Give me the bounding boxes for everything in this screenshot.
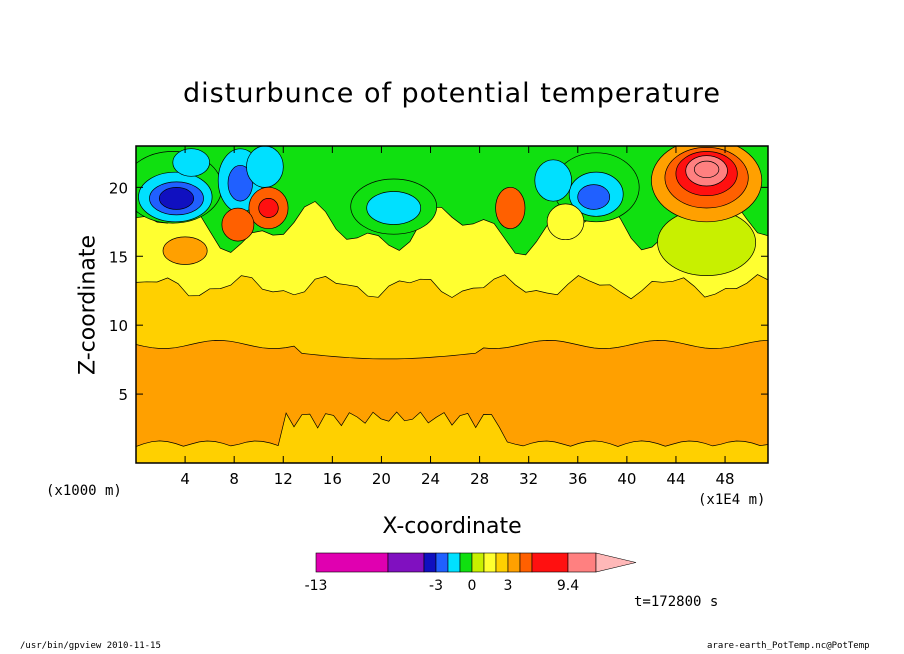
x-tick-label-8: 36 (568, 470, 587, 488)
plot-frame (135, 145, 769, 464)
x-tick-label-4: 20 (372, 470, 391, 488)
contour-blob-9 (258, 198, 279, 218)
colorbar-segment-4 (447, 552, 461, 573)
contour-blob-7 (246, 146, 284, 188)
colorbar-segment-11 (531, 552, 569, 573)
colorbar-segment-12 (567, 552, 597, 573)
contour-blob-17 (577, 184, 611, 210)
warm-band (136, 339, 768, 447)
contour-blob-6 (227, 164, 253, 202)
contour-blob-11 (162, 236, 208, 265)
time-label: t=172800 s (634, 594, 719, 610)
footer-program: /usr/bin/gpview 2010-11-15 (20, 641, 161, 651)
footer-file: arare-earth_PotTemp.nc@PotTemp (707, 641, 870, 651)
colorbar: -13 -3 0 3 9.4 (305, 552, 637, 594)
x-tick-label-10: 44 (666, 470, 685, 488)
x-tick-label-0: 4 (180, 470, 190, 488)
colorbar-segment-0 (315, 552, 389, 573)
y-axis: 5 10 15 20 (109, 179, 768, 404)
contour-blob-14 (495, 186, 526, 230)
x-tick-label-1: 8 (229, 470, 239, 488)
y-tick-label-1: 10 (109, 317, 128, 335)
colorbar-arrow (595, 552, 637, 573)
contour-blob-3 (158, 187, 195, 210)
colorbar-label-0: -13 (305, 578, 328, 594)
colorbar-segment-7 (483, 552, 497, 573)
x-tick-label-9: 40 (617, 470, 636, 488)
y-tick-label-3: 20 (109, 179, 128, 197)
colorbar-segment-2 (423, 552, 437, 573)
chart-title: disturbunce of potential temperature (183, 78, 721, 109)
colorbar-label-4: 9.4 (557, 578, 579, 594)
colorbar-segment-8 (495, 552, 509, 573)
y-axis-label: Z-coordinate (75, 235, 101, 375)
y-tick-label-2: 15 (109, 248, 128, 266)
colorbar-segment-6 (471, 552, 485, 573)
colorbar-segment-10 (519, 552, 533, 573)
colorbar-label-3: 3 (504, 578, 513, 594)
x-tick-label-3: 16 (323, 470, 342, 488)
colorbar-segment-1 (387, 552, 425, 573)
contour-blob-10 (221, 207, 255, 242)
colorbar-label-1: -3 (429, 578, 443, 594)
colorbar-segment-9 (507, 552, 521, 573)
contour-blob-13 (366, 191, 422, 225)
contour-blob-19 (546, 203, 585, 241)
contour-blob-18 (534, 159, 572, 202)
x-axis-label: X-coordinate (382, 514, 522, 539)
x-tick-label-11: 48 (716, 470, 735, 488)
contour-field (136, 146, 768, 463)
x-unit-label-left: (x1000 m) (46, 483, 122, 499)
contour-blob-4 (172, 148, 210, 177)
colorbar-segment-5 (459, 552, 473, 573)
y-tick-label-0: 5 (118, 386, 128, 404)
x-tick-label-7: 32 (519, 470, 538, 488)
x-tick-label-5: 24 (421, 470, 440, 488)
colorbar-label-2: 0 (468, 578, 477, 594)
x-tick-label-2: 12 (274, 470, 293, 488)
x-tick-label-6: 28 (470, 470, 489, 488)
colorbar-segment-3 (435, 552, 449, 573)
x-axis: 4 8 12 16 20 24 28 32 36 40 44 48 (180, 146, 735, 488)
contour-blob-25 (693, 160, 720, 179)
x-unit-label-right: (x1E4 m) (698, 492, 766, 508)
